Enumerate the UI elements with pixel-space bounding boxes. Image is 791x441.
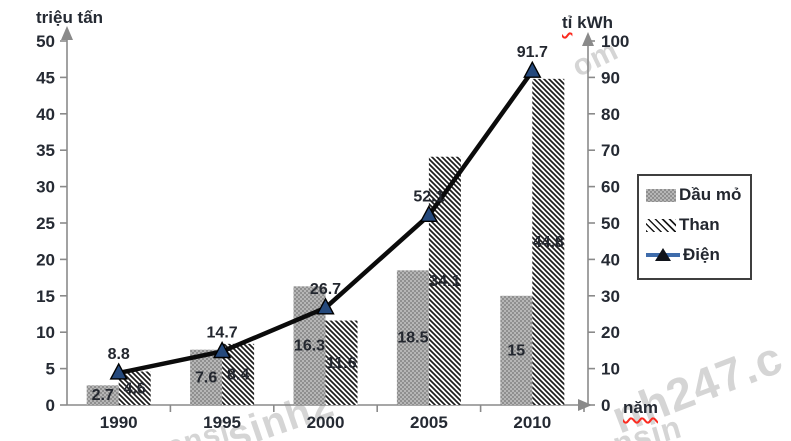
right-tick-label: 40 — [601, 250, 620, 269]
x-tick-label: 1990 — [100, 413, 138, 432]
oil-pattern-swatch-icon — [646, 188, 676, 202]
data-label-coal-1990: 4.6 — [124, 380, 146, 397]
right-tick-label: 60 — [601, 178, 620, 197]
data-label-coal-2000: 11.6 — [326, 355, 356, 372]
triangle-marker-1990 — [109, 362, 128, 380]
bar-coal-2005 — [428, 156, 461, 405]
data-label-coal-2010: 44.8 — [533, 234, 564, 251]
legend-item-coal: Than — [646, 214, 750, 236]
right-axis-title-flagged-word: tỉ — [562, 13, 573, 32]
bar-series — [86, 78, 565, 405]
data-label-oil-2000: 16.3 — [294, 338, 325, 355]
x-axis-arrow-icon — [578, 399, 592, 411]
data-label-coal-2005: 34.1 — [429, 273, 460, 290]
left-tick-label: 0 — [46, 396, 55, 415]
x-tick-label: 2010 — [513, 413, 551, 432]
x-tick-label: 2005 — [410, 413, 448, 432]
left-tick-label: 15 — [36, 287, 55, 306]
triangle-marker-2005 — [419, 204, 439, 223]
data-label-oil-1995: 7.6 — [195, 369, 217, 386]
x-tick-label: 1995 — [203, 413, 241, 432]
triangle-marker-2010 — [523, 60, 542, 78]
bar-coal-2000 — [325, 320, 358, 405]
left-tick-label: 20 — [36, 250, 55, 269]
legend-label-coal: Than — [679, 215, 720, 234]
electricity-line-series: 8.8 14.7 26.7 52.1 91.7 — [108, 44, 548, 380]
legend: Dầu mỏ Than Điện — [637, 174, 752, 280]
left-tick-label: 35 — [36, 141, 55, 160]
data-label-oil-2005: 18.5 — [397, 330, 428, 347]
x-axis-title-word: năm — [623, 398, 658, 417]
right-tick-label: 0 — [601, 396, 610, 415]
left-tick-label: 30 — [36, 178, 55, 197]
legend-item-electricity: Điện — [646, 244, 750, 266]
data-label-oil-2010: 15 — [507, 342, 525, 359]
bar-oil-2010 — [500, 295, 533, 405]
right-axis-title-rest: kWh — [572, 13, 613, 32]
left-tick-label: 50 — [36, 32, 55, 51]
triangle-marker-1995 — [212, 341, 232, 359]
left-tick-label: 45 — [36, 68, 55, 87]
bar-coal-2010 — [532, 78, 565, 405]
triangle-marker-2000 — [316, 297, 335, 315]
left-tick-label: 10 — [36, 323, 55, 342]
x-axis: 1990 1995 2000 2005 2010 — [67, 399, 592, 432]
bar-oil-2005 — [396, 270, 429, 405]
x-axis-title: năm — [623, 398, 658, 418]
coal-hatch-swatch-icon — [646, 218, 676, 232]
x-tick-label: 2000 — [307, 413, 345, 432]
legend-label-electricity: Điện — [683, 245, 720, 264]
data-label-electricity-2000: 26.7 — [310, 281, 341, 298]
data-label-electricity-1990: 8.8 — [108, 346, 130, 363]
data-label-electricity-1995: 14.7 — [207, 324, 238, 341]
right-axis: 0 10 20 30 40 50 60 70 80 90 100 — [582, 32, 629, 415]
left-tick-label: 5 — [46, 360, 55, 379]
bar-oil-2000 — [293, 286, 326, 405]
left-axis-arrow-icon — [61, 26, 73, 40]
right-axis-arrow-icon — [582, 32, 594, 46]
data-label-oil-1990: 2.7 — [92, 387, 114, 404]
right-tick-label: 50 — [601, 214, 620, 233]
bar-oil-1990 — [86, 385, 119, 405]
right-tick-label: 100 — [601, 32, 629, 51]
left-axis: 0 5 10 15 20 25 30 35 40 45 50 — [36, 26, 73, 415]
line-marker-swatch-icon — [646, 248, 680, 262]
bar-data-labels: 2.7 4.6 7.6 8.4 16.311.6 18.5 34.1 15 44.8 — [92, 234, 564, 404]
right-tick-label: 30 — [601, 287, 620, 306]
right-tick-label: 20 — [601, 323, 620, 342]
legend-label-oil: Dầu mỏ — [679, 185, 742, 204]
right-tick-label: 80 — [601, 105, 620, 124]
left-tick-label: 25 — [36, 214, 55, 233]
data-label-coal-1995: 8.4 — [227, 366, 249, 383]
left-axis-title: triệu tấn — [36, 8, 104, 27]
data-label-electricity-2010: 91.7 — [517, 44, 548, 61]
legend-item-oil: Dầu mỏ — [646, 184, 750, 206]
data-label-electricity-2005: 52.1 — [413, 188, 444, 205]
right-tick-label: 90 — [601, 68, 620, 87]
right-axis-title: tỉ kWh — [562, 13, 613, 33]
left-tick-label: 40 — [36, 105, 55, 124]
right-tick-label: 10 — [601, 360, 620, 379]
right-tick-label: 70 — [601, 141, 620, 160]
